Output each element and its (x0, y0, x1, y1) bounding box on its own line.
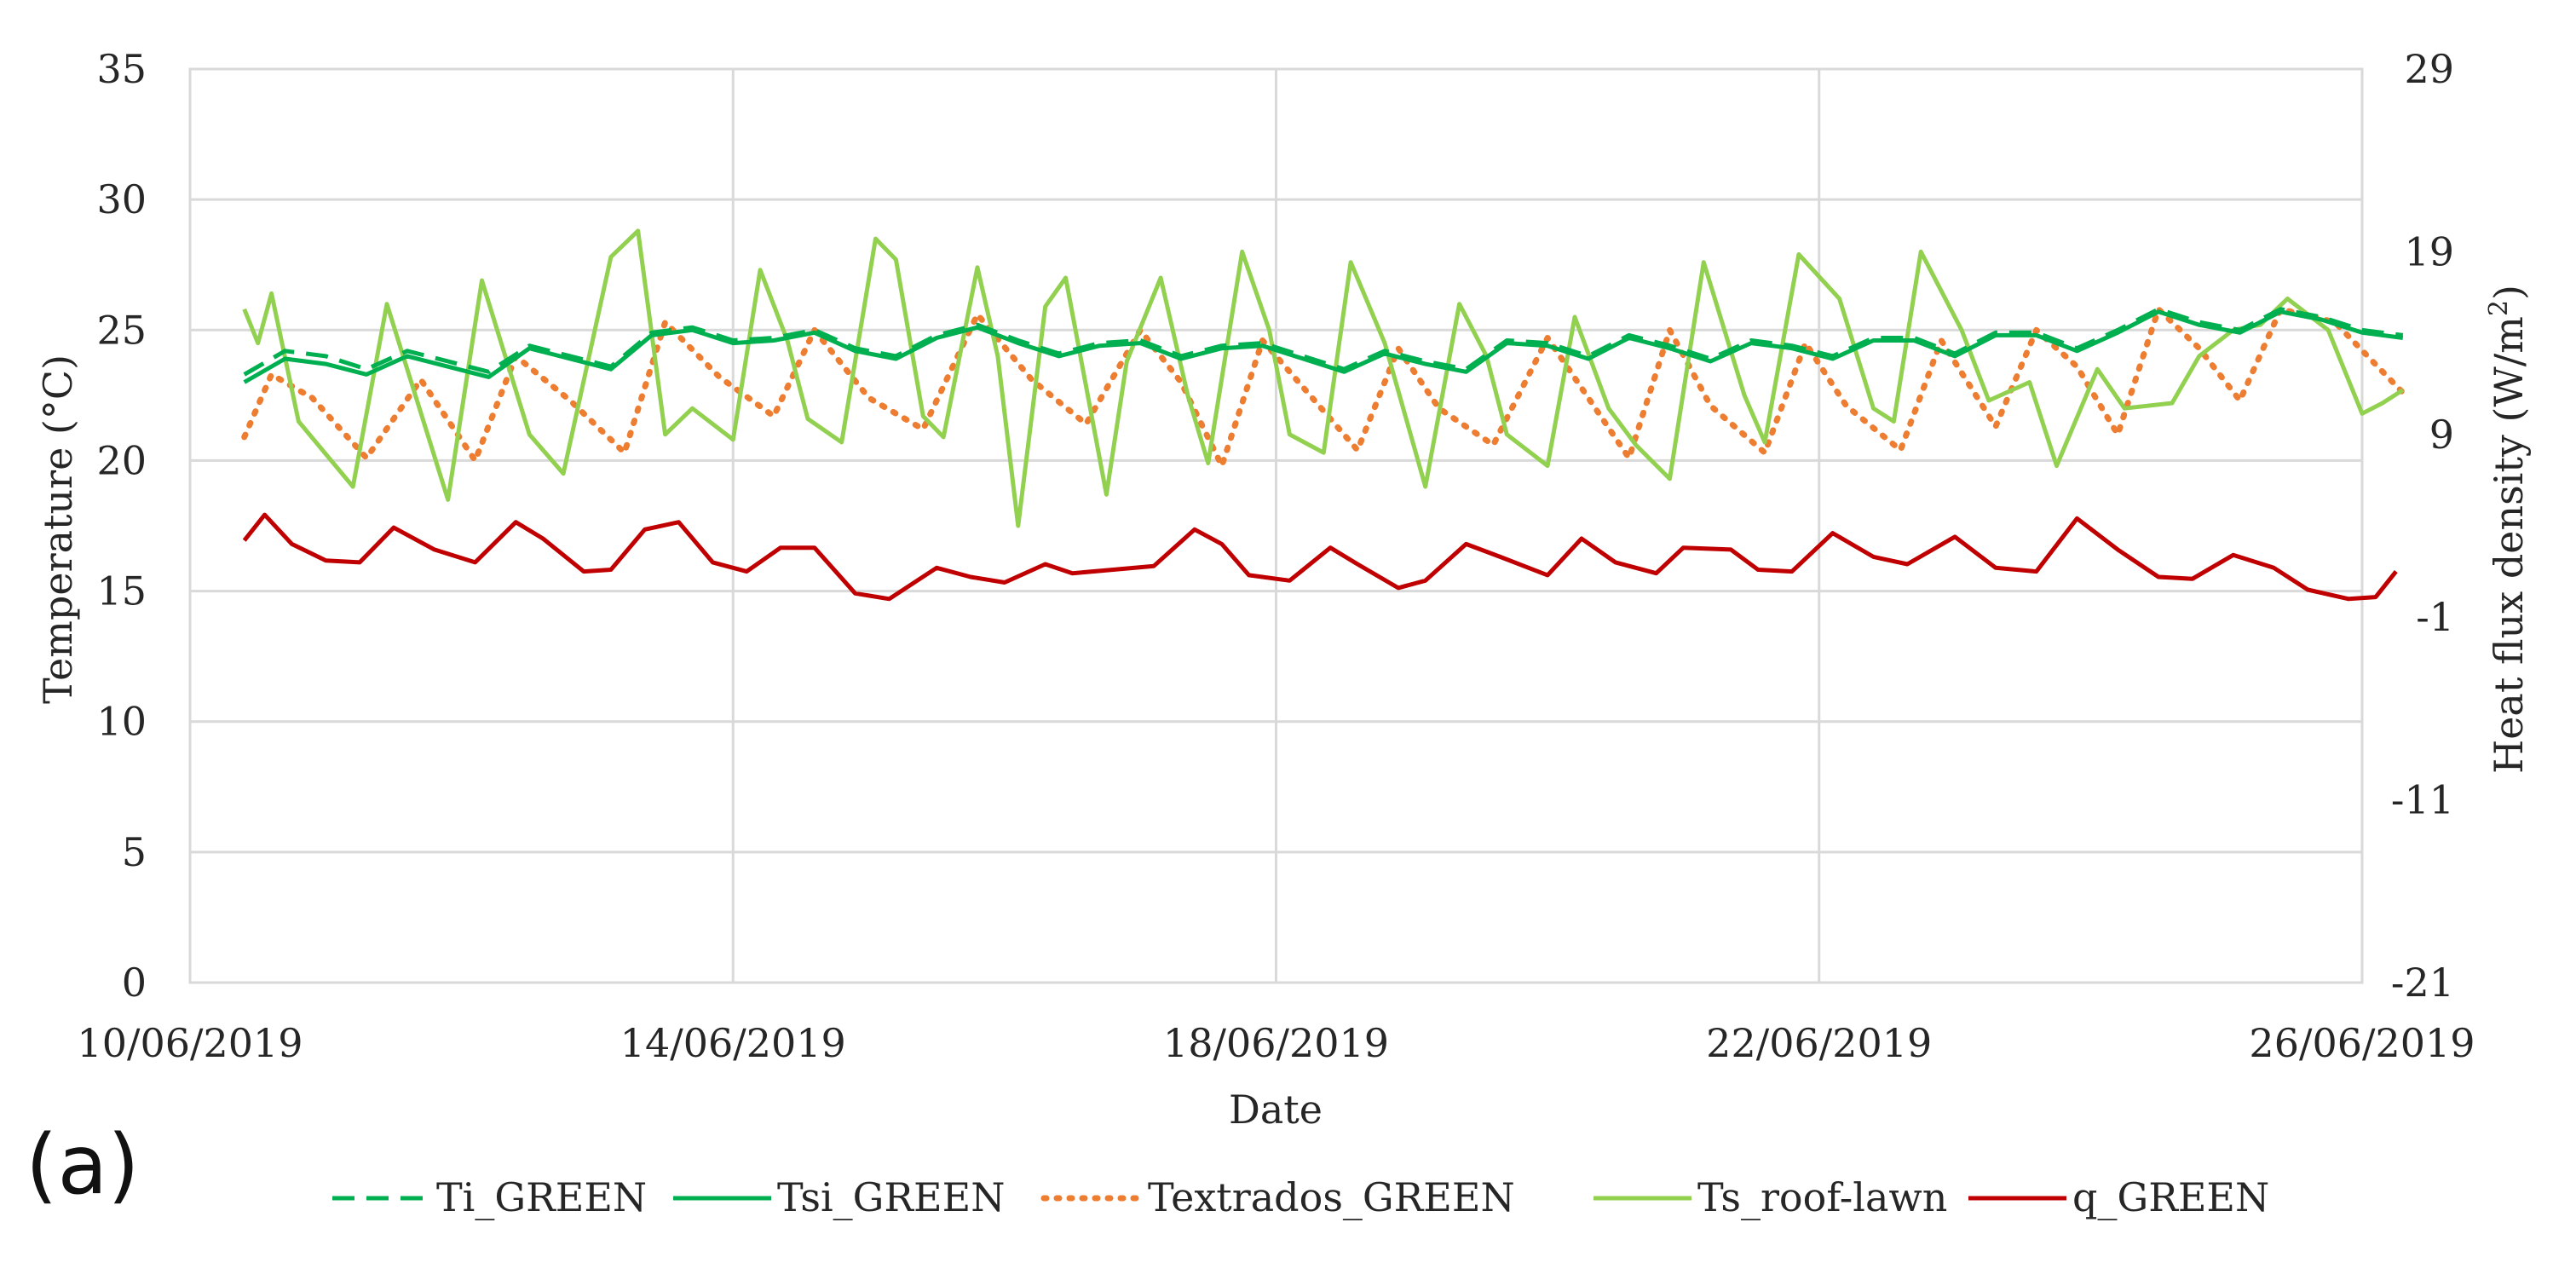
y2-axis-title: Heat flux density (W/m2) (2484, 285, 2532, 774)
chart-legend: Ti_GREEN Tsi_GREEN Textrados_GREEN Ts_roof-… (332, 1174, 2269, 1220)
y-tick-label: 25 (96, 307, 147, 353)
y-tick-label: 15 (96, 568, 147, 614)
y-axis-ticks: 0 5 10 15 20 25 30 35 (96, 46, 147, 1006)
y2-tick-label: 19 (2404, 228, 2454, 274)
y2-tick-label: -1 (2416, 594, 2454, 640)
x-axis-ticks: 10/06/2019 14/06/2019 18/06/2019 22/06/2019… (77, 1020, 2475, 1066)
y-axis-title: Temperature (°C) (35, 355, 81, 704)
y2-axis-title-main: Heat flux density (W/m (2486, 316, 2532, 774)
x-tick-label: 22/06/2019 (1706, 1020, 1932, 1066)
panel-label: (a) (26, 1117, 140, 1213)
legend-label: Ts_roof-lawn (1697, 1174, 1947, 1220)
x-tick-label: 18/06/2019 (1163, 1020, 1389, 1066)
y-tick-label: 30 (96, 176, 147, 222)
legend-label: Tsi_GREEN (777, 1174, 1005, 1220)
y2-tick-label: 29 (2404, 46, 2454, 92)
chart-grid (188, 67, 2364, 984)
y2-axis-title-sup: 2 (2484, 300, 2514, 316)
y-tick-label: 5 (122, 829, 147, 875)
y2-tick-label: 9 (2429, 412, 2454, 458)
legend-label: Textrados_GREEN (1148, 1174, 1515, 1220)
series-line-q-green (242, 512, 2398, 602)
series-line-ti-green (243, 307, 2404, 377)
legend-label: Ti_GREEN (436, 1174, 647, 1220)
x-axis-title: Date (1229, 1087, 1323, 1133)
x-tick-label: 10/06/2019 (77, 1020, 303, 1066)
series-line-tsi-green (243, 309, 2404, 384)
y2-tick-label: -21 (2391, 960, 2454, 1006)
legend-label: q_GREEN (2072, 1174, 2269, 1220)
x-tick-label: 26/06/2019 (2249, 1020, 2475, 1066)
y2-axis-ticks: -21 -11 -1 9 19 29 (2391, 46, 2454, 1006)
y2-axis-title-end: ) (2486, 285, 2532, 300)
y-tick-label: 0 (122, 960, 147, 1006)
x-tick-label: 14/06/2019 (620, 1020, 846, 1066)
chart-series (241, 228, 2406, 602)
plot-frame (188, 67, 2364, 984)
y-tick-label: 10 (96, 699, 147, 745)
series-line-ts-roof-lawn (242, 228, 2405, 528)
y2-tick-label: -11 (2391, 777, 2454, 823)
y-tick-label: 20 (96, 437, 147, 483)
y-tick-label: 35 (96, 46, 147, 92)
series-line-textrados-green (241, 306, 2406, 470)
